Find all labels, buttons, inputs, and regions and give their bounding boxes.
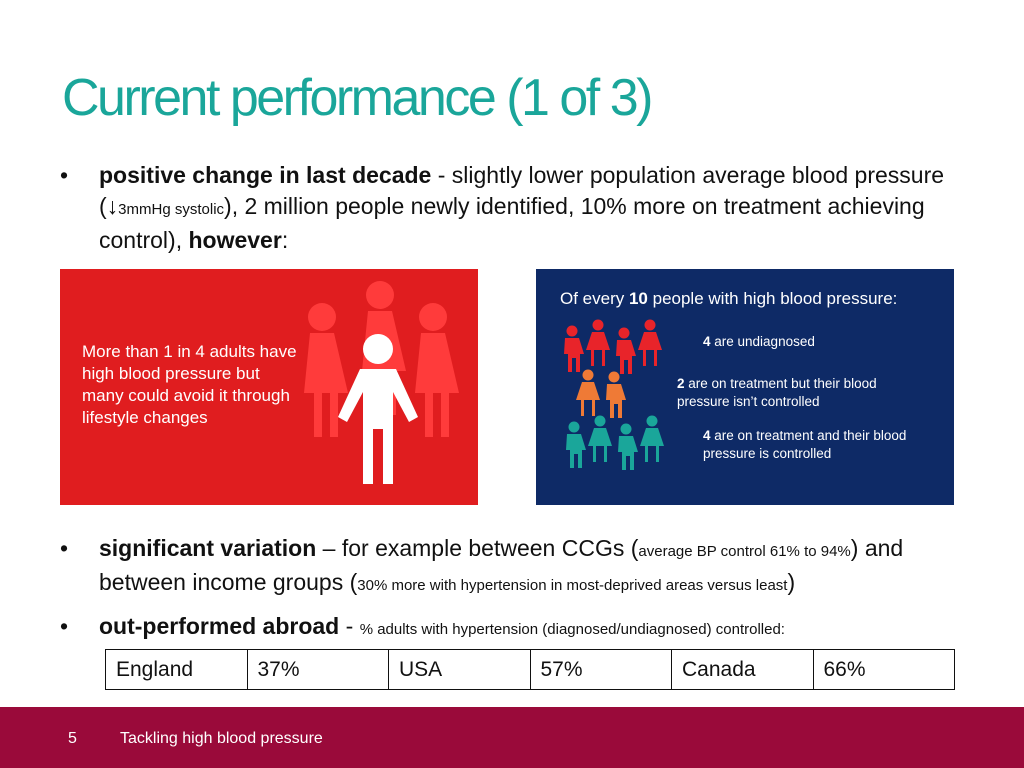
bullet-dot: • — [60, 162, 69, 188]
bullet-text-part: ) — [787, 569, 796, 595]
bullet-text: significant variation – for example betw… — [99, 533, 950, 601]
bullet-dot: • — [60, 535, 69, 561]
bullet-bold: positive change in last decade — [99, 162, 432, 188]
heading-text: people with high blood pressure: — [647, 289, 898, 308]
bullet-text-part: - — [339, 613, 360, 639]
slide-title: Current performance (1 of 3) — [62, 69, 653, 127]
bullet-out-performed: • out-performed abroad - % adults with h… — [60, 611, 950, 645]
bullet-small-text: 3mmHg systolic — [118, 201, 225, 218]
bullet-text-part: ), 2 million people newly identified, 10… — [99, 193, 925, 253]
comparison-table: England 37% USA 57% Canada 66% — [105, 649, 955, 690]
bullet-text: out-performed abroad - % adults with hyp… — [99, 611, 950, 645]
table-cell: 66% — [812, 649, 955, 690]
red-infographic-panel: More than 1 in 4 adults have high blood … — [60, 269, 478, 505]
bullet-text-part: - slightly lower population average bloo… — [99, 162, 945, 219]
table-cell: England — [105, 649, 248, 690]
bullet-small-text: 30% more with hypertension in most-depri… — [357, 577, 788, 594]
table-cell: 37% — [246, 649, 389, 690]
red-panel-text: More than 1 in 4 adults have high blood … — [82, 342, 297, 427]
count-number: 4 — [703, 334, 711, 349]
bullet-text: positive change in last decade - slightl… — [99, 160, 950, 256]
bullet-significant-variation: • significant variation – for example be… — [60, 533, 950, 601]
footer-title: Tackling high blood pressure — [120, 730, 323, 747]
bullet-small-text: % adults with hypertension (diagnosed/un… — [359, 621, 785, 638]
bullet-bold: significant variation — [99, 535, 317, 561]
count-number: 4 — [703, 428, 711, 443]
uncontrolled-text: 2 are on treatment but their blood press… — [677, 375, 917, 411]
undiagnosed-text: 4 are undiagnosed — [703, 333, 815, 351]
bullet-text-part: – for example between CCGs ( — [316, 535, 639, 561]
red-figures-graphic — [304, 281, 459, 484]
count-text: are on treatment and their blood pressur… — [703, 428, 907, 461]
bullet-text-part: ) and between income groups ( — [99, 535, 904, 595]
page-number: 5 — [68, 730, 77, 747]
bullet-bold: out-performed abroad — [99, 613, 340, 639]
count-text: are undiagnosed — [710, 334, 815, 349]
table-cell: Canada — [671, 649, 814, 690]
bullet-positive-change: • positive change in last decade - sligh… — [60, 160, 950, 256]
blue-infographic-panel: Of every 10 people with high blood press… — [536, 269, 954, 505]
bullet-small-text: average BP control 61% to 94% — [638, 543, 851, 560]
bullet-text-part: : — [281, 227, 289, 253]
footer-bar: 5 Tackling high blood pressure — [0, 707, 1024, 768]
table-cell: 57% — [529, 649, 672, 690]
count-text: are on treatment but their blood pressur… — [677, 376, 877, 409]
bullet-dot: • — [60, 613, 69, 639]
heading-number: 10 — [628, 289, 648, 308]
table-cell: USA — [388, 649, 531, 690]
bullet-bold: however — [188, 227, 282, 253]
table-row: England 37% USA 57% Canada 66% — [105, 649, 955, 690]
heading-text: Of every — [560, 289, 629, 308]
blue-panel-heading: Of every 10 people with high blood press… — [560, 289, 897, 309]
controlled-text: 4 are on treatment and their blood press… — [703, 427, 913, 463]
down-arrow-glyph: ↓ — [106, 193, 119, 219]
count-number: 2 — [677, 376, 685, 391]
